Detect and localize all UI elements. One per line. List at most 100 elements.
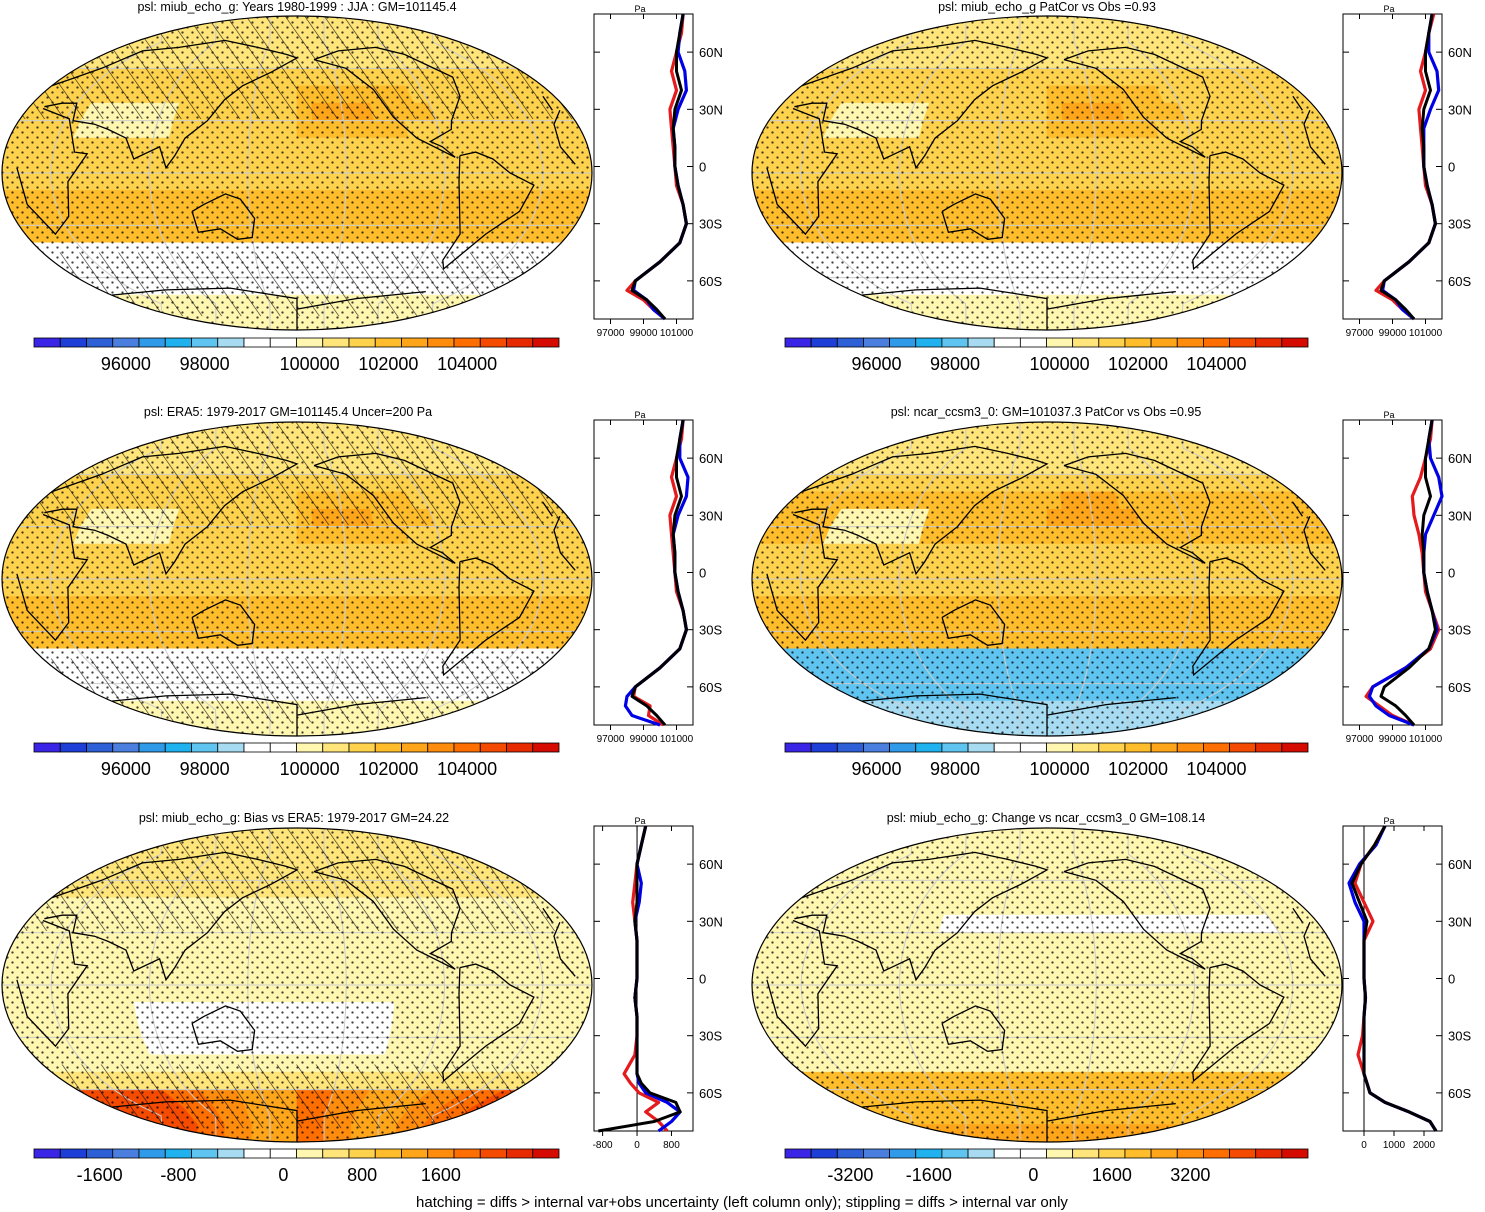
profile-xtick-label: 99000 <box>1379 328 1407 339</box>
colorbar-swatch <box>322 742 350 753</box>
profile-unit: Pa <box>634 410 645 420</box>
colorbar-swatch <box>243 1148 271 1159</box>
profile-ytick-label: 60N <box>1448 857 1472 872</box>
colorbar-tick-label: 100000 <box>280 759 340 779</box>
colorbar-swatch <box>889 1148 917 1159</box>
colorbar-swatch <box>322 1148 350 1159</box>
profile-xtick-label: 1000 <box>1383 1140 1406 1151</box>
colorbar-swatch <box>784 1148 812 1159</box>
profile-xtick-label: 2000 <box>1413 1140 1436 1151</box>
profile-ytick-label: 30N <box>1448 914 1472 929</box>
colorbar-swatch <box>374 742 402 753</box>
colorbar-tick-label: -1600 <box>906 1165 952 1185</box>
colorbar-swatch <box>427 742 455 753</box>
profile-xtick-label: 101000 <box>660 734 694 745</box>
colorbar-tick-label: 102000 <box>1108 759 1168 779</box>
colorbar-swatch <box>1019 1148 1047 1159</box>
map <box>2 16 592 330</box>
colorbar-swatch <box>941 1148 969 1159</box>
profile-unit: Pa <box>1383 410 1394 420</box>
colorbar-swatch <box>217 1148 245 1159</box>
coastline <box>16 107 576 236</box>
map <box>752 828 1342 1142</box>
profile-ytick-label: 30N <box>699 508 723 523</box>
map-border <box>1 827 593 1143</box>
colorbar-swatch <box>1281 1148 1309 1159</box>
panel-4: psl: ncar_ccsm3_0: GM=101037.3 PatCor vs… <box>751 405 1472 779</box>
zonal-profile: Pa 60N 30N 0 30S 60S 0 1000 2000 <box>1342 816 1472 1151</box>
colorbar-swatch <box>112 337 140 348</box>
profile-xtick-label: 97000 <box>1346 734 1374 745</box>
colorbar-swatch <box>164 1148 192 1159</box>
profile-ytick-label: 60N <box>1448 451 1472 466</box>
colorbar-tick-label: 100000 <box>280 354 340 374</box>
colorbar-swatch <box>1176 337 1204 348</box>
colorbar-swatch <box>191 1148 219 1159</box>
colorbar-swatch <box>427 337 455 348</box>
profile-xtick-label: 99000 <box>630 734 658 745</box>
colorbar: 96000 98000 100000 102000 104000 <box>784 337 1309 374</box>
stippling <box>752 422 1342 736</box>
hatching-north <box>2 422 592 525</box>
map-border <box>1 15 593 331</box>
colorbar-swatch <box>532 1148 560 1159</box>
colorbar-tick-label: 104000 <box>437 354 497 374</box>
profile-ytick-label: 30S <box>1448 623 1471 638</box>
profile-ytick-label: 60S <box>1448 274 1471 289</box>
colorbar-swatch <box>243 742 271 753</box>
profile-ytick-label: 30S <box>699 217 722 232</box>
profile-ytick-label: 60S <box>1448 1086 1471 1101</box>
colorbar-swatch <box>374 337 402 348</box>
colorbar-swatch <box>138 337 166 348</box>
stippling <box>752 828 1342 1142</box>
colorbar-swatch <box>810 742 838 753</box>
colorbar-tick-label: -1600 <box>77 1165 123 1185</box>
colorbar-swatch <box>348 337 376 348</box>
colorbar-swatch <box>1203 1148 1230 1159</box>
colorbar-swatch <box>296 337 324 348</box>
colorbar-swatch <box>479 1148 507 1159</box>
colorbar: -1600 -800 0 800 1600 <box>33 1148 560 1185</box>
colorbar-swatch <box>296 742 324 753</box>
colorbar-tick-label: -3200 <box>827 1165 873 1185</box>
profile-ytick-label: 30N <box>699 102 723 117</box>
profile-ytick-label: 30N <box>1448 508 1472 523</box>
profile-ytick-label: 0 <box>699 566 706 581</box>
colorbar-swatch <box>967 1148 995 1159</box>
coastline <box>313 858 461 970</box>
colorbar-swatch <box>217 337 245 348</box>
colorbar-tick-label: 100000 <box>1030 354 1090 374</box>
stippling <box>752 16 1342 330</box>
colorbar-swatch <box>33 337 61 348</box>
colorbar-swatch <box>322 337 350 348</box>
profile-ytick-label: 0 <box>699 160 706 175</box>
profile-model-line <box>1374 13 1437 321</box>
map-border <box>751 827 1343 1143</box>
colorbar-swatch <box>296 1148 324 1159</box>
colorbar-swatch <box>217 742 245 753</box>
colorbar-swatch <box>453 337 481 348</box>
panel-title: psl: miub_echo_g: Years 1980-1999 : JJA … <box>137 0 456 14</box>
colorbar-swatch <box>269 337 297 348</box>
colorbar-swatch <box>112 1148 140 1159</box>
profile-model-line <box>1364 419 1441 727</box>
colorbar-tick-label: 102000 <box>358 354 418 374</box>
panel-3: psl: ERA5: 1979-2017 GM=101145.4 Uncer=2… <box>1 405 723 779</box>
colorbar-swatch <box>863 742 891 753</box>
coastline <box>794 445 1303 576</box>
colorbar-tick-label: -800 <box>160 1165 196 1185</box>
colorbar-swatch <box>810 1148 838 1159</box>
colorbar-swatch <box>863 337 891 348</box>
colorbar-swatch <box>915 337 943 348</box>
colorbar-tick-label: 98000 <box>930 354 980 374</box>
coastline <box>766 107 1326 236</box>
colorbar-swatch <box>191 742 219 753</box>
colorbar-swatch <box>374 1148 402 1159</box>
coastline <box>941 599 1006 646</box>
coastline <box>1063 858 1211 970</box>
colorbar-swatch <box>993 742 1021 753</box>
colorbar-swatch <box>86 742 114 753</box>
profile-obs-line <box>630 13 688 320</box>
profile-ytick-label: 0 <box>1448 566 1455 581</box>
